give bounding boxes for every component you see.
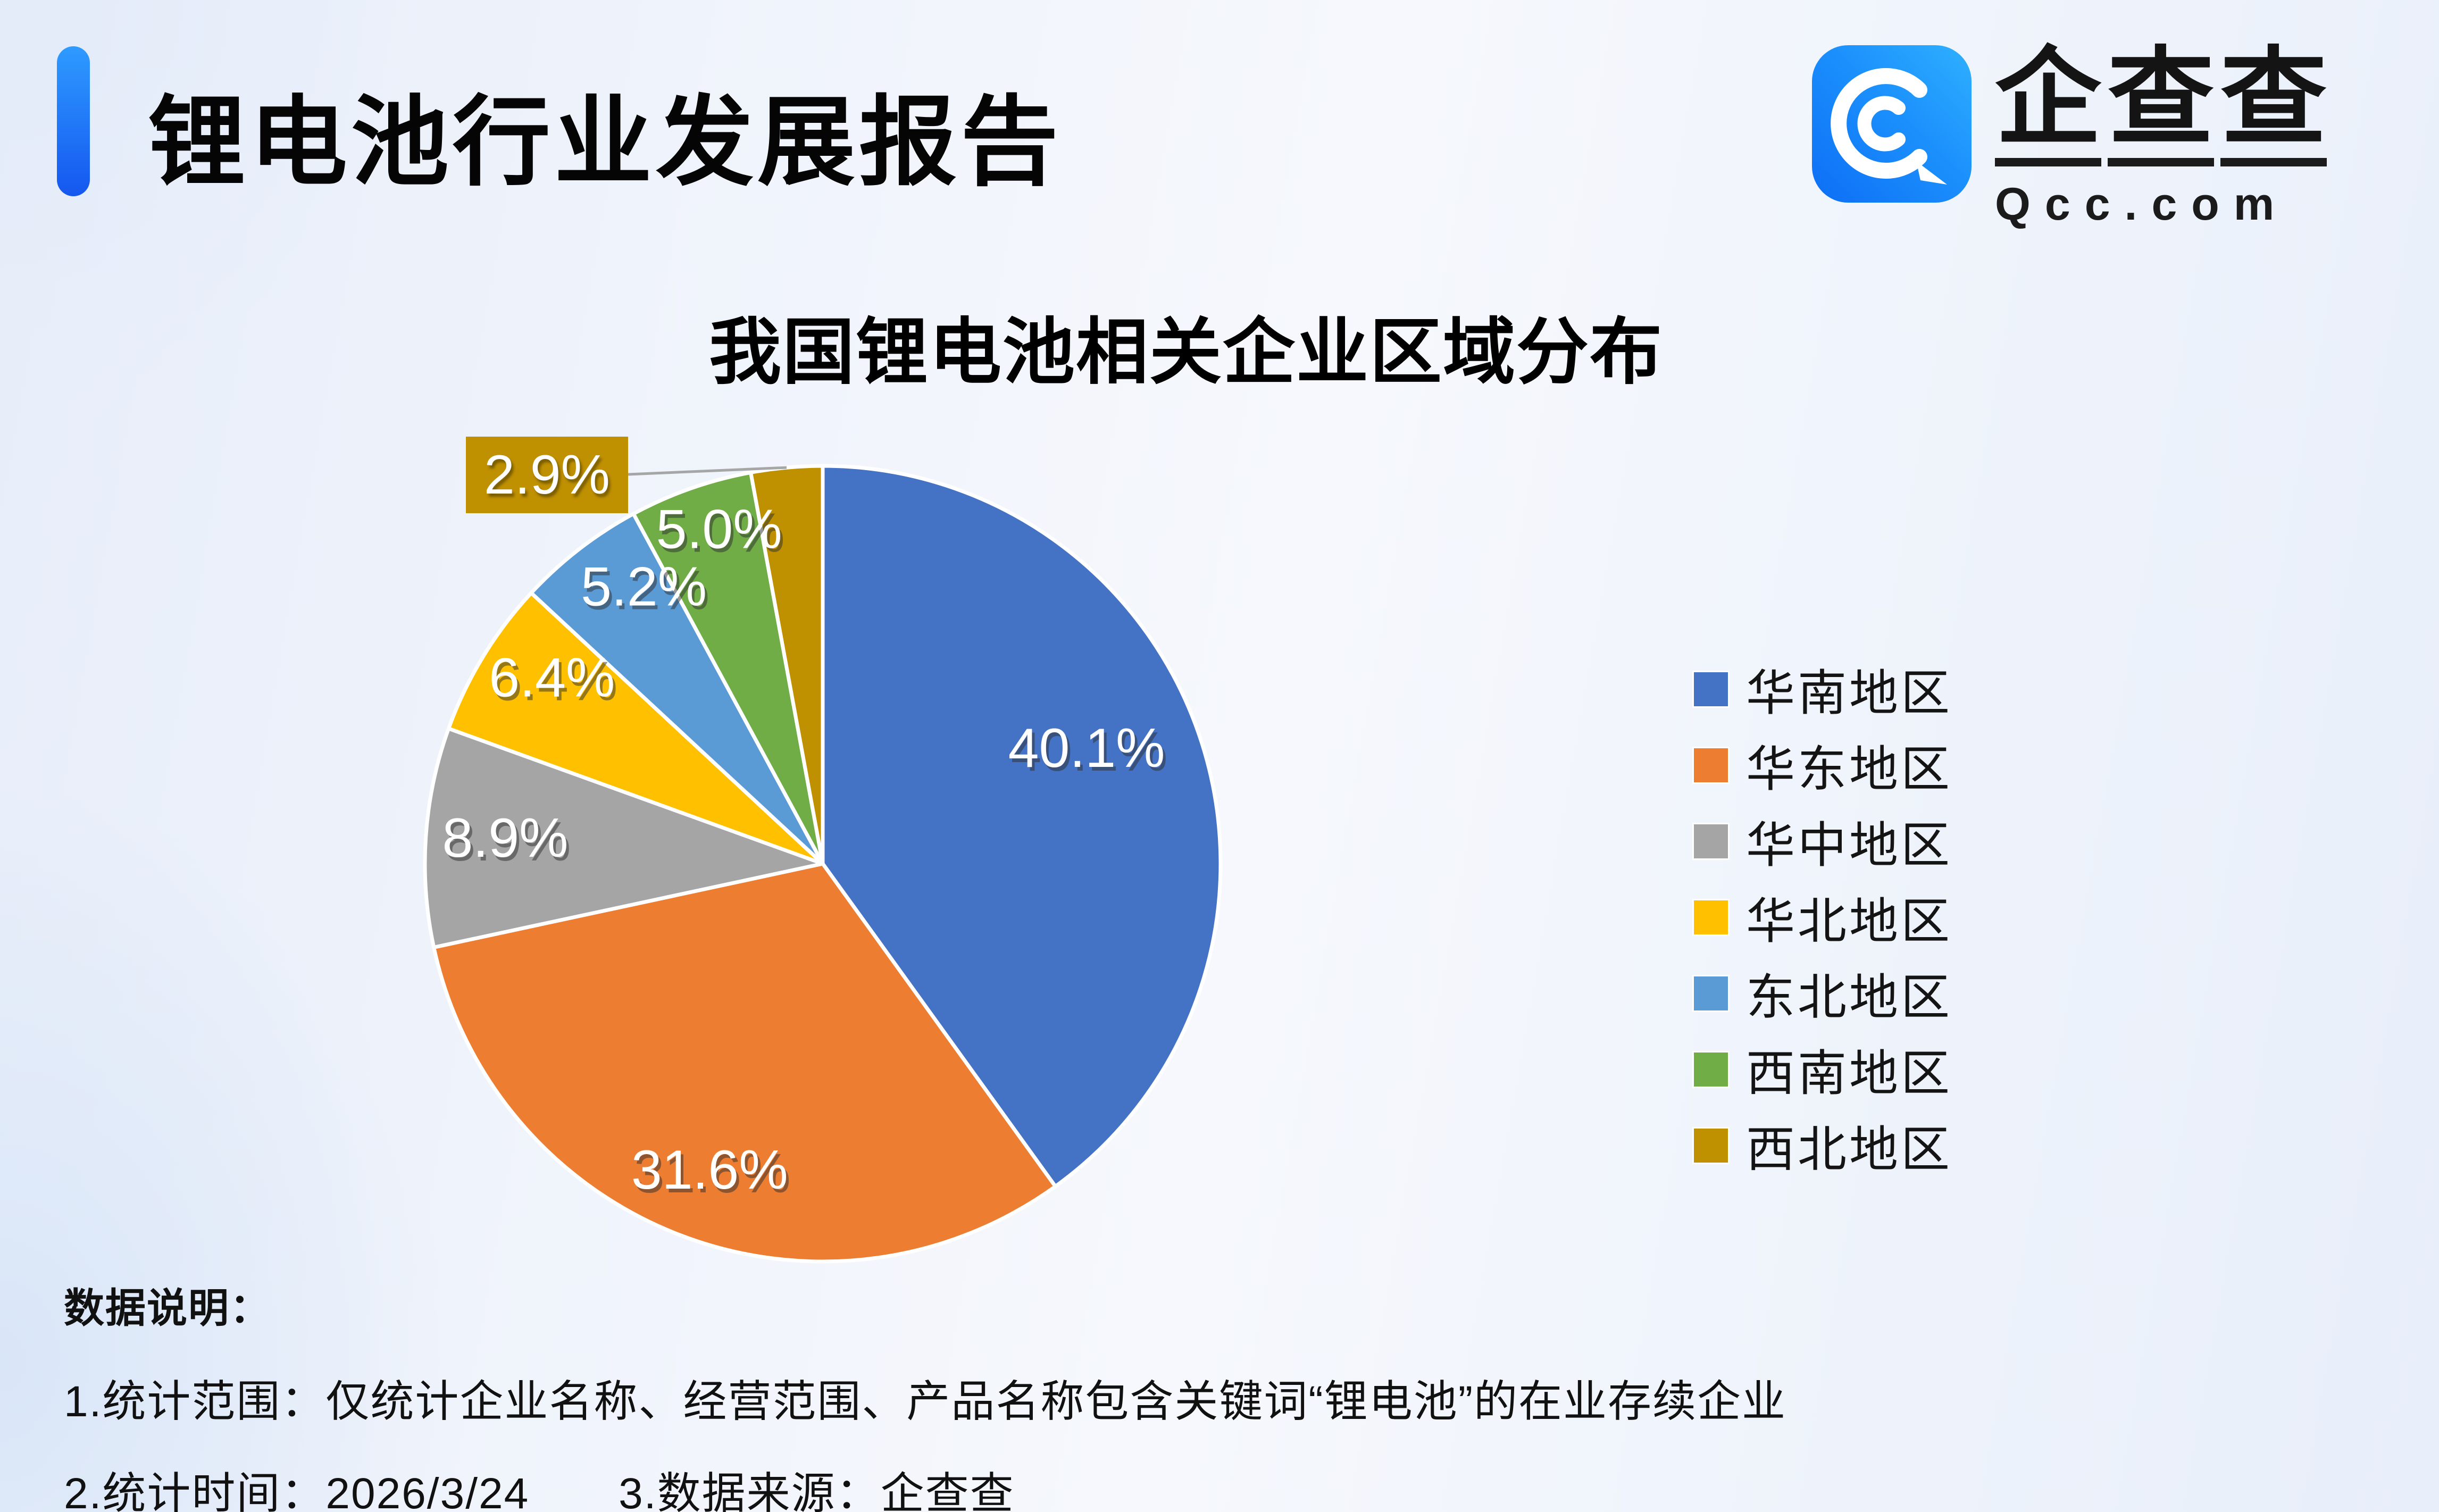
legend-swatch (1694, 1128, 1728, 1163)
pie-label-6: 5.0% (656, 499, 782, 561)
legend-item: 东北地区 (1694, 955, 1952, 1031)
pie-slice-4 (447, 591, 825, 866)
pie-label-5: 5.2% (581, 556, 707, 618)
pie-slice-3 (423, 726, 825, 949)
legend-swatch (1694, 748, 1728, 782)
qcc-logo: 企查查 Qcc.com (1812, 45, 2333, 231)
pie-slice-6 (631, 470, 825, 866)
qcc-logo-name: 企查查 (1995, 45, 2333, 166)
legend-item: 西南地区 (1694, 1031, 1952, 1107)
title-accent-bar (57, 46, 90, 196)
legend-swatch (1694, 1052, 1728, 1087)
pie-label-6: 5.0% (659, 503, 785, 564)
legend-label: 华北地区 (1746, 895, 1953, 949)
legend-label: 西南地区 (1746, 1047, 1953, 1101)
pie-label-4: 6.4% (491, 651, 617, 713)
pie-slice-5 (529, 512, 825, 866)
legend-label: 东北地区 (1746, 971, 1953, 1025)
legend-label: 华中地区 (1746, 818, 1953, 873)
qcc-logo-char: 企 (1995, 45, 2102, 166)
qcc-logo-char: 查 (2108, 45, 2215, 166)
pie-label-1: 40.1% (1008, 717, 1165, 779)
pie-label-3: 8.9% (445, 811, 571, 873)
legend: 华南地区华东地区华中地区华北地区东北地区西南地区西北地区 (1694, 651, 1952, 1183)
footnote-line2: 2.统计时间：2026/3/24 3.数据来源：企查查 (64, 1469, 1015, 1512)
footnote: 数据说明： 1.统计范围：仅统计企业名称、经营范围、产品名称包含关键词“锂电池”… (64, 1275, 1786, 1512)
legend-label: 西北地区 (1746, 1123, 1953, 1177)
legend-item: 华北地区 (1694, 879, 1952, 955)
pie-label-4: 6.4% (489, 647, 615, 709)
legend-swatch (1694, 976, 1728, 1010)
legend-item: 华东地区 (1694, 727, 1952, 803)
legend-swatch (1694, 900, 1728, 934)
pie-label-5: 5.2% (583, 560, 709, 622)
footnote-heading: 数据说明： (64, 1286, 271, 1331)
callout-leader-line (628, 466, 787, 476)
pie-label-3: 8.9% (442, 807, 568, 869)
qcc-logo-text: 企查查 Qcc.com (1995, 45, 2333, 231)
legend-swatch (1694, 824, 1728, 858)
page-title: 锂电池行业发展报告 (148, 87, 1063, 197)
chart-title: 我国锂电池相关企业区域分布 (709, 312, 1663, 392)
pie-slice-1 (821, 464, 1223, 1189)
footnote-line1: 1.统计范围：仅统计企业名称、经营范围、产品名称包含关键词“锂电池”的在业存续企… (64, 1377, 1787, 1426)
pie-slice-2 (432, 862, 1057, 1264)
pie-label-2: 31.6% (631, 1139, 788, 1201)
qcc-logo-icon (1812, 45, 1972, 203)
legend-item: 西北地区 (1694, 1107, 1952, 1183)
pie-label-1: 40.1% (1011, 721, 1168, 783)
legend-item: 华南地区 (1694, 651, 1952, 727)
legend-label: 华南地区 (1746, 666, 1953, 721)
callout-label: 2.9% (483, 444, 611, 506)
callout-northwest: 2.9% (466, 437, 628, 513)
legend-item: 华中地区 (1694, 803, 1952, 879)
qcc-logo-domain: Qcc.com (1995, 179, 2289, 230)
qcc-logo-char: 查 (2220, 45, 2327, 166)
pie-slice-7 (749, 464, 825, 866)
pie-label-2: 31.6% (634, 1143, 791, 1205)
legend-label: 华东地区 (1746, 742, 1953, 797)
legend-swatch (1694, 672, 1728, 706)
